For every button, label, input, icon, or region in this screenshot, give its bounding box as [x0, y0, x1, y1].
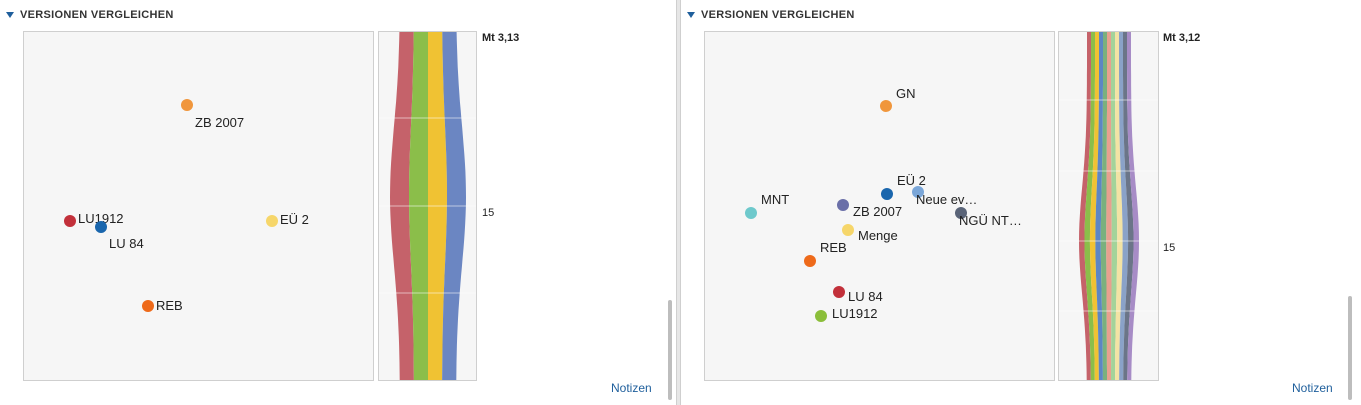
point-lu1912[interactable] [815, 310, 827, 322]
point-label-lu1912[interactable]: LU1912 [78, 211, 124, 226]
point-zb2007[interactable] [181, 99, 193, 111]
compare-versions-panel-left: VERSIONEN VERGLEICHEN ZB 2007 LU1912 LU … [0, 0, 676, 405]
point-menge[interactable] [842, 224, 854, 236]
point-label-zb2007[interactable]: ZB 2007 [853, 204, 903, 219]
point-label-reb[interactable]: REB [820, 240, 847, 255]
stream-graph-svg [379, 32, 476, 380]
stream-band [1084, 32, 1095, 380]
point-label-mnt[interactable]: MNT [761, 192, 790, 207]
point-lu84[interactable] [95, 221, 107, 233]
stream-band [1119, 32, 1129, 380]
collapse-triangle-icon[interactable] [6, 12, 14, 18]
stream-band [1095, 32, 1103, 380]
stream-graph-right[interactable] [1058, 31, 1159, 381]
point-neue-ev[interactable] [912, 186, 924, 198]
verse-number-label: 15 [1163, 242, 1176, 254]
point-mnt[interactable] [745, 207, 757, 219]
point-reb[interactable] [142, 300, 154, 312]
stream-band [1079, 32, 1091, 380]
scrollbar-thumb-left[interactable] [668, 300, 672, 400]
stream-band [1123, 32, 1134, 380]
stream-band [1111, 32, 1118, 380]
point-label-menge[interactable]: Menge [858, 228, 898, 243]
stream-band [1106, 32, 1112, 380]
scatter-plot-left[interactable]: ZB 2007 LU1912 LU 84 EÜ 2 REB [23, 31, 374, 381]
section-title: VERSIONEN VERGLEICHEN [701, 9, 855, 21]
point-reb[interactable] [804, 255, 816, 267]
verse-reference-top: Mt 3,12 [1163, 32, 1201, 44]
point-label-ngu-nt[interactable]: NGÜ NT… [959, 213, 1022, 228]
point-label-lu84[interactable]: LU 84 [848, 289, 883, 304]
point-label-neue-ev[interactable]: Neue ev… [916, 192, 978, 207]
pane-splitter[interactable] [676, 0, 681, 405]
compare-versions-panel-right: VERSIONEN VERGLEICHEN GN EÜ 2 Neue ev… M… [681, 0, 1361, 405]
point-ngu-nt[interactable] [955, 207, 967, 219]
notes-link[interactable]: Notizen [611, 381, 652, 395]
verse-number-label: 15 [482, 207, 495, 219]
point-eu2[interactable] [266, 215, 278, 227]
point-zb2007[interactable] [837, 199, 849, 211]
section-title: VERSIONEN VERGLEICHEN [20, 9, 174, 21]
notes-link[interactable]: Notizen [1292, 381, 1333, 395]
point-label-eu2[interactable]: EÜ 2 [280, 212, 309, 227]
stream-band [1115, 32, 1123, 380]
point-label-reb[interactable]: REB [156, 298, 183, 313]
stream-band [1100, 32, 1107, 380]
point-lu84[interactable] [833, 286, 845, 298]
section-header-left[interactable]: VERSIONEN VERGLEICHEN [6, 6, 174, 24]
stream-graph-svg [1059, 32, 1158, 380]
collapse-triangle-icon[interactable] [687, 12, 695, 18]
point-label-gn[interactable]: GN [896, 86, 916, 101]
point-gn[interactable] [880, 100, 892, 112]
verse-reference-top: Mt 3,13 [482, 32, 520, 44]
scrollbar-thumb-right[interactable] [1348, 296, 1352, 400]
point-label-eu2[interactable]: EÜ 2 [897, 173, 926, 188]
stream-band [1127, 32, 1139, 380]
point-label-zb2007[interactable]: ZB 2007 [195, 115, 245, 130]
stream-graph-left[interactable] [378, 31, 477, 381]
point-lu1912[interactable] [64, 215, 76, 227]
point-label-lu84[interactable]: LU 84 [109, 236, 144, 251]
point-eu2[interactable] [881, 188, 893, 200]
scatter-plot-right[interactable]: GN EÜ 2 Neue ev… MNT ZB 2007 NGÜ NT… Men… [704, 31, 1055, 381]
point-label-lu1912[interactable]: LU1912 [832, 306, 878, 321]
stream-band [1089, 32, 1099, 380]
section-header-right[interactable]: VERSIONEN VERGLEICHEN [687, 6, 855, 24]
